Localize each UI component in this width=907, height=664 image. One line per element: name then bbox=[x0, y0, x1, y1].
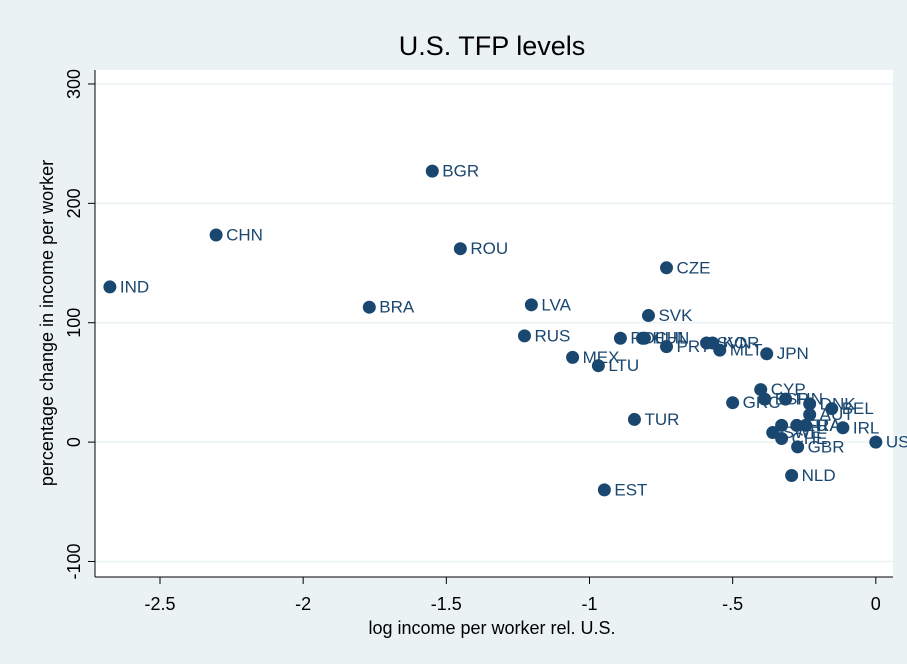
x-tick-label: 0 bbox=[871, 594, 881, 614]
point-label: BGR bbox=[442, 162, 479, 181]
point bbox=[425, 164, 439, 178]
point-label: TUR bbox=[644, 410, 679, 429]
point bbox=[758, 392, 772, 406]
point bbox=[790, 418, 804, 432]
point bbox=[803, 397, 817, 411]
y-tick-label: 100 bbox=[64, 308, 84, 338]
point bbox=[825, 402, 839, 416]
point-label: MLT bbox=[730, 341, 763, 360]
point bbox=[760, 347, 774, 361]
point-label: CHN bbox=[226, 225, 263, 244]
point bbox=[103, 280, 117, 294]
point-label: RUS bbox=[534, 326, 570, 345]
y-tick-label: 200 bbox=[64, 188, 84, 218]
point bbox=[713, 343, 727, 357]
point-label: BRA bbox=[379, 298, 415, 317]
point-label: CYP bbox=[771, 380, 806, 399]
point bbox=[779, 392, 793, 406]
point bbox=[209, 228, 223, 242]
point bbox=[613, 331, 627, 345]
point-label: ROU bbox=[470, 239, 508, 258]
chart-title: U.S. TFP levels bbox=[399, 31, 586, 61]
point bbox=[803, 408, 817, 422]
point bbox=[566, 350, 580, 364]
point-label: CZE bbox=[677, 258, 711, 277]
point-label: IND bbox=[120, 277, 149, 296]
point-label: MEX bbox=[583, 348, 620, 367]
point bbox=[641, 309, 655, 323]
point bbox=[660, 261, 674, 275]
point-label: SWE bbox=[783, 423, 822, 442]
x-tick-label: -.5 bbox=[722, 594, 743, 614]
point-label: LVA bbox=[541, 295, 571, 314]
point bbox=[785, 469, 799, 483]
point bbox=[591, 359, 605, 373]
x-tick-label: -2.5 bbox=[144, 594, 175, 614]
plot-area bbox=[95, 70, 893, 577]
y-axis-label: percentage change in income per worker bbox=[37, 160, 57, 486]
point-label: EST bbox=[614, 480, 647, 499]
point bbox=[627, 412, 641, 426]
point bbox=[869, 435, 883, 449]
point bbox=[775, 418, 789, 432]
x-tick-label: -1.5 bbox=[431, 594, 462, 614]
x-tick-label: -1 bbox=[581, 594, 597, 614]
point-label: JPN bbox=[777, 344, 809, 363]
point bbox=[726, 396, 740, 410]
point-label: AUT bbox=[820, 405, 854, 424]
point-label: SVK bbox=[658, 306, 693, 325]
point bbox=[775, 432, 789, 446]
point-label: USA bbox=[886, 433, 907, 452]
point-label: LTU bbox=[608, 356, 639, 375]
point-label: IRL bbox=[853, 418, 879, 437]
point bbox=[637, 331, 651, 345]
point-label: NLD bbox=[802, 466, 836, 485]
y-tick-label: 0 bbox=[64, 437, 84, 447]
point-label: BEL bbox=[842, 399, 874, 418]
point bbox=[453, 242, 467, 256]
point-label: GBR bbox=[808, 437, 845, 456]
point-label: DEU bbox=[792, 416, 828, 435]
point bbox=[597, 483, 611, 497]
point bbox=[791, 440, 805, 454]
point-label: FRA bbox=[807, 416, 842, 435]
y-tick-label: 300 bbox=[64, 69, 84, 99]
x-axis-label: log income per worker rel. U.S. bbox=[368, 618, 615, 638]
point bbox=[836, 421, 850, 435]
point bbox=[524, 298, 538, 312]
point-label: ITA bbox=[816, 416, 842, 435]
point bbox=[660, 340, 674, 354]
y-tick-label: -100 bbox=[64, 543, 84, 579]
x-tick-label: -2 bbox=[295, 594, 311, 614]
point bbox=[362, 300, 376, 314]
point-label: KOR bbox=[723, 334, 760, 353]
point bbox=[517, 329, 531, 343]
